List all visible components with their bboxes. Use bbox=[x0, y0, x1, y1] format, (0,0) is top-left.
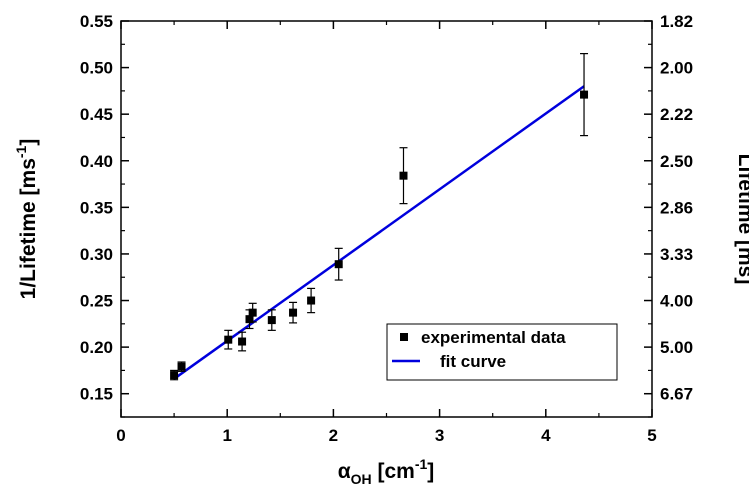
x-tick-label: 3 bbox=[435, 426, 444, 445]
y-left-tick-label: 0.30 bbox=[80, 245, 113, 264]
y-left-tick-label: 0.20 bbox=[80, 338, 113, 357]
x-axis-title-unit: [cm bbox=[372, 460, 415, 483]
y-left-tick-label: 0.35 bbox=[80, 198, 113, 217]
legend-label-experimental: experimental data bbox=[421, 328, 566, 347]
legend-marker-experimental bbox=[400, 333, 408, 341]
data-point bbox=[334, 260, 343, 269]
x-tick-label: 4 bbox=[541, 426, 551, 445]
data-point bbox=[245, 315, 254, 324]
right-y-axis-title: Lifetime [ms] bbox=[734, 154, 749, 285]
fit-curve-line bbox=[173, 85, 585, 380]
x-axis-title-superscript: -1 bbox=[415, 456, 428, 472]
y-right-tick-label: 3.33 bbox=[660, 245, 693, 264]
y-left-tick-label: 0.50 bbox=[80, 59, 113, 78]
data-point bbox=[177, 362, 186, 371]
y-right-tick-label: 4.00 bbox=[660, 292, 693, 311]
y-right-tick-label: 2.00 bbox=[660, 59, 693, 78]
x-axis-title-subscript: OH bbox=[351, 471, 372, 487]
x-tick-label: 2 bbox=[329, 426, 338, 445]
data-point bbox=[224, 335, 233, 344]
x-axis-title-close: ] bbox=[427, 460, 434, 483]
x-tick-label: 5 bbox=[647, 426, 656, 445]
legend-box bbox=[386, 323, 618, 381]
y-right-tick-label: 6.67 bbox=[660, 385, 693, 404]
y-left-tick-label: 0.55 bbox=[80, 12, 113, 31]
data-point bbox=[238, 337, 247, 346]
legend-label-fit: fit curve bbox=[440, 352, 506, 371]
y-left-tick-label: 0.40 bbox=[80, 152, 113, 171]
y-right-tick-label: 2.50 bbox=[660, 152, 693, 171]
y-right-tick-label: 5.00 bbox=[660, 338, 693, 357]
left-y-axis-title: 1/Lifetime [ms-1] bbox=[13, 139, 40, 300]
left-y-axis-title-close: ] bbox=[17, 139, 40, 146]
right-y-axis-ticks: 6.67 5.00 4.00 3.33 2.86 2.50 2.22 2.00 1.82 bbox=[660, 12, 693, 404]
data-point bbox=[170, 371, 179, 380]
legend: experimental data fit curve bbox=[386, 323, 618, 381]
y-right-tick-label: 2.22 bbox=[660, 105, 693, 124]
y-left-tick-label: 0.25 bbox=[80, 292, 113, 311]
data-point bbox=[399, 171, 408, 180]
left-y-axis-ticks: 0.15 0.20 0.25 0.30 0.35 0.40 0.45 0.50 0.55 bbox=[80, 12, 652, 418]
data-point bbox=[248, 308, 257, 317]
left-y-axis-title-main: 1/Lifetime [ms bbox=[17, 158, 40, 299]
data-point bbox=[307, 296, 316, 305]
data-points bbox=[170, 53, 589, 381]
y-left-tick-label: 0.45 bbox=[80, 105, 113, 124]
left-y-axis-title-superscript: -1 bbox=[13, 145, 29, 158]
x-axis-ticks: 0 1 2 3 4 5 bbox=[116, 21, 657, 445]
x-axis-title-symbol: α bbox=[338, 460, 351, 483]
y-right-tick-label: 1.82 bbox=[660, 12, 693, 31]
y-right-tick-label: 2.86 bbox=[660, 198, 693, 217]
x-tick-label: 0 bbox=[116, 426, 125, 445]
data-point bbox=[289, 308, 298, 317]
x-tick-label: 1 bbox=[222, 426, 231, 445]
x-axis-title: αOH [cm-1] bbox=[338, 456, 435, 487]
data-point bbox=[580, 90, 589, 99]
data-point bbox=[267, 316, 276, 325]
y-left-tick-label: 0.15 bbox=[80, 385, 113, 404]
